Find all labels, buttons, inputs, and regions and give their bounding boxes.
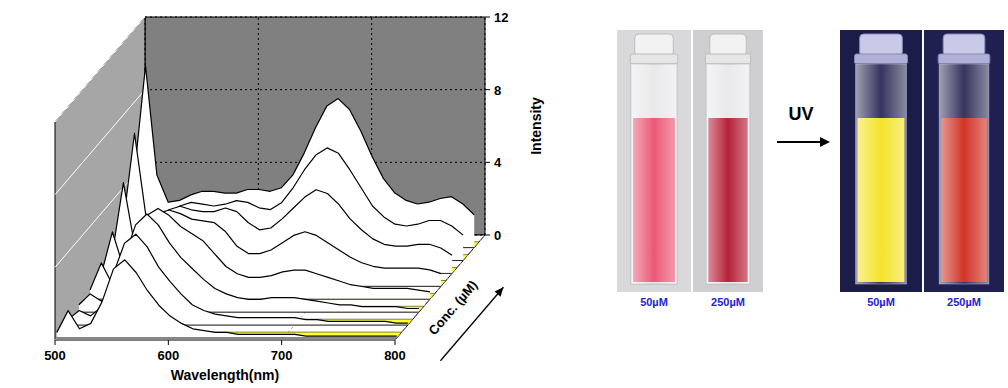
cuvette-glass [706,64,749,284]
tick-label: 0 [494,228,501,243]
photo-background [924,30,1004,292]
tick [55,340,56,345]
cuvette-cap [860,34,903,56]
tick-label: 8 [494,83,501,98]
tick [485,17,490,18]
waterfall-chart: 0 4 8 12 500 600 700 800 Wavelength(nm) Intensity… [44,10,544,383]
cuvette-cap-rim [630,54,678,64]
curve-fill [57,260,397,338]
baseline [57,337,397,338]
tick-label: 12 [494,10,508,25]
photo-label: 50µM [640,296,668,308]
depth-axis [440,287,503,361]
cuvette-cap-rim [938,54,990,64]
glass-shine [706,64,749,284]
cuvette-photo: 50µM [617,30,691,308]
cuvette-photo: 250µM [693,30,763,308]
cuvette-glass [856,64,907,284]
arrow-label: UV [788,104,813,124]
cuvette-photo: 250µM [924,30,1004,308]
glass-shine [939,64,989,284]
axis-title: Intensity [528,97,544,155]
tick [168,340,169,345]
photo-background [840,30,922,292]
tick [485,162,490,163]
cuvette-cap-rim [705,54,750,64]
tick [485,89,490,90]
arrow-line [777,141,822,143]
tick [485,235,490,236]
photo-label: 250µM [711,296,745,308]
photo-background [617,30,691,292]
figure: 0 4 8 12 500 600 700 800 Wavelength(nm) Intensity… [0,0,1008,388]
cuvette-cap-rim [855,54,908,64]
photo-label: 250µM [947,296,981,308]
cuvette-cap [710,34,746,56]
grid-line [145,17,485,18]
grid-line [145,89,485,90]
photos: 50µM 250µM 50µM 250µM UV [617,30,1004,308]
tick-label: 4 [494,155,502,170]
cuvette-glass [939,64,989,284]
grid-line [485,17,486,235]
cuvette-cap [943,34,985,56]
photo-label: 50µM [867,296,895,308]
arrow-head [820,137,830,147]
tick [281,340,282,345]
tick-label: 500 [44,348,66,363]
spectrum-line [57,260,397,336]
depth-arrowhead [495,287,504,297]
photo-background [693,30,763,292]
cuvette-cap [635,34,674,56]
cuvette-glass [631,64,677,284]
curves [57,66,479,338]
glass-shine [631,64,677,284]
tick-label: 700 [271,348,293,363]
glass-shine [856,64,907,284]
tick [395,340,396,345]
grid-line [55,17,145,122]
axis-title: Wavelength(nm) [171,367,279,383]
axis-title: Conc. (µM) [425,278,480,338]
cuvette-photo: 50µM [840,30,922,308]
tick-label: 600 [157,348,179,363]
tick-label: 800 [384,348,406,363]
